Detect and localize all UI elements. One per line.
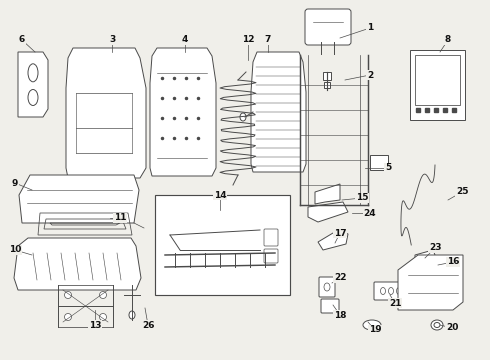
FancyBboxPatch shape xyxy=(374,282,408,300)
FancyBboxPatch shape xyxy=(319,277,335,297)
FancyBboxPatch shape xyxy=(415,55,460,105)
Polygon shape xyxy=(315,184,340,204)
Text: 26: 26 xyxy=(142,320,154,329)
Ellipse shape xyxy=(28,64,38,82)
Text: 14: 14 xyxy=(214,190,226,199)
Text: 23: 23 xyxy=(429,243,441,252)
Polygon shape xyxy=(318,230,348,250)
Ellipse shape xyxy=(434,323,440,328)
Text: 6: 6 xyxy=(19,36,25,45)
Polygon shape xyxy=(14,238,141,290)
FancyBboxPatch shape xyxy=(410,50,465,120)
Polygon shape xyxy=(19,175,139,223)
Ellipse shape xyxy=(129,311,135,319)
Text: 20: 20 xyxy=(446,324,458,333)
Ellipse shape xyxy=(431,320,443,330)
Polygon shape xyxy=(415,250,437,270)
Text: 2: 2 xyxy=(367,71,373,80)
Text: 22: 22 xyxy=(334,274,346,283)
Text: 4: 4 xyxy=(182,36,188,45)
Text: 15: 15 xyxy=(356,194,368,202)
Ellipse shape xyxy=(240,113,246,121)
Ellipse shape xyxy=(324,283,330,291)
Bar xyxy=(155,195,290,295)
Text: 11: 11 xyxy=(114,213,126,222)
FancyBboxPatch shape xyxy=(321,299,339,313)
Polygon shape xyxy=(18,52,48,117)
Text: 25: 25 xyxy=(456,188,468,197)
Text: 10: 10 xyxy=(9,246,21,255)
Text: 24: 24 xyxy=(364,208,376,217)
Text: 17: 17 xyxy=(334,229,346,238)
Ellipse shape xyxy=(396,288,401,294)
Polygon shape xyxy=(251,52,306,172)
Text: 9: 9 xyxy=(12,179,18,188)
Ellipse shape xyxy=(65,314,72,320)
Polygon shape xyxy=(308,202,348,222)
Text: 13: 13 xyxy=(89,320,101,329)
Polygon shape xyxy=(398,255,463,310)
Ellipse shape xyxy=(381,288,386,294)
Text: 7: 7 xyxy=(265,36,271,45)
FancyBboxPatch shape xyxy=(305,9,351,45)
Text: 12: 12 xyxy=(242,36,254,45)
Text: 8: 8 xyxy=(445,36,451,45)
Text: 18: 18 xyxy=(334,310,346,320)
Text: 3: 3 xyxy=(109,36,115,45)
Text: 5: 5 xyxy=(385,163,391,172)
FancyBboxPatch shape xyxy=(264,249,278,263)
Text: 1: 1 xyxy=(367,23,373,32)
Ellipse shape xyxy=(363,320,381,330)
Polygon shape xyxy=(66,48,146,178)
Text: 16: 16 xyxy=(447,257,459,266)
FancyBboxPatch shape xyxy=(370,155,388,170)
FancyBboxPatch shape xyxy=(323,72,331,80)
Ellipse shape xyxy=(389,288,393,294)
Text: 21: 21 xyxy=(389,298,401,307)
Ellipse shape xyxy=(99,292,106,298)
Text: 19: 19 xyxy=(368,325,381,334)
Polygon shape xyxy=(150,48,216,176)
FancyBboxPatch shape xyxy=(324,82,330,88)
FancyBboxPatch shape xyxy=(264,229,278,246)
Ellipse shape xyxy=(99,314,106,320)
Ellipse shape xyxy=(28,90,38,105)
Ellipse shape xyxy=(65,292,72,298)
